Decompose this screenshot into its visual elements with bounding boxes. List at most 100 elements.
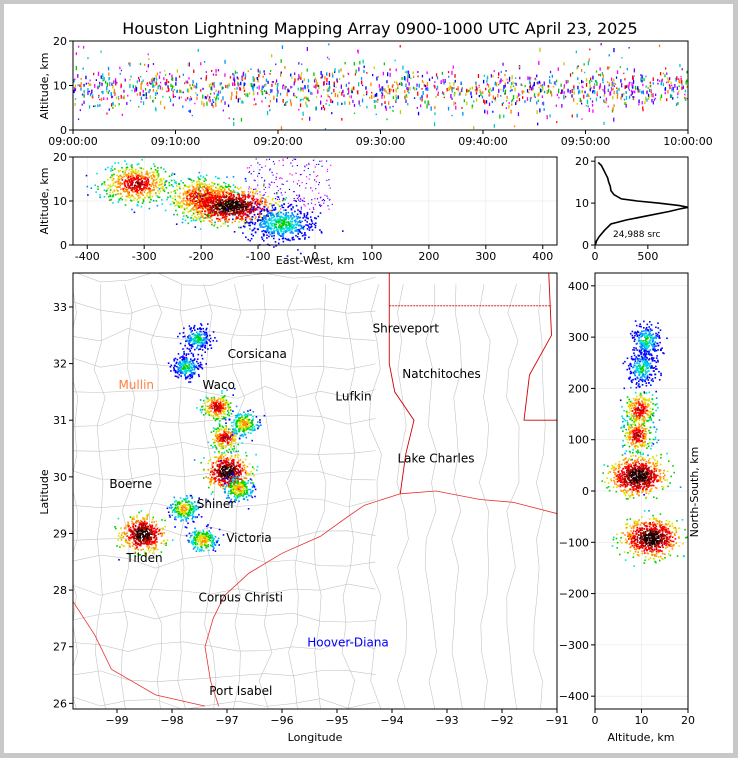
source-point xyxy=(581,118,583,120)
eastwest-source xyxy=(208,207,211,209)
eastwest-source xyxy=(203,185,206,188)
eastwest-source xyxy=(282,237,285,240)
eastwest-source xyxy=(202,207,204,210)
eastwest-source xyxy=(259,194,262,196)
source-point xyxy=(492,110,494,113)
eastwest-source xyxy=(209,191,212,194)
eastwest-source xyxy=(241,200,244,203)
eastwest-source xyxy=(259,202,261,204)
county-line xyxy=(73,288,79,709)
source-point xyxy=(353,86,355,91)
eastwest-source xyxy=(206,216,208,219)
source-point xyxy=(596,81,598,86)
source-point xyxy=(675,103,678,106)
eastwest-source xyxy=(130,172,133,175)
map-source xyxy=(133,538,135,540)
map-source xyxy=(136,537,139,539)
eastwest-source xyxy=(277,242,280,245)
eastwest-source xyxy=(208,200,210,202)
eastwest-source xyxy=(318,201,320,203)
eastwest-source xyxy=(107,187,109,190)
eastwest-source xyxy=(155,182,158,184)
eastwest-source xyxy=(236,187,239,189)
source-point xyxy=(675,77,677,82)
eastwest-source xyxy=(177,205,180,207)
map-source xyxy=(118,559,120,561)
source-point xyxy=(479,89,481,93)
source-point xyxy=(490,74,492,78)
source-point xyxy=(418,83,420,88)
eastwest-source xyxy=(229,199,232,202)
eastwest-source xyxy=(297,216,300,218)
map-source xyxy=(132,525,134,527)
eastwest-source xyxy=(243,213,246,216)
eastwest-source xyxy=(281,204,283,207)
eastwest-source xyxy=(238,211,241,213)
source-point xyxy=(142,93,144,97)
eastwest-source xyxy=(126,177,129,180)
source-point xyxy=(153,85,155,88)
source-point xyxy=(473,100,475,103)
source-point xyxy=(612,83,614,86)
map-source xyxy=(139,519,142,522)
eastwest-source xyxy=(241,191,244,194)
source-point xyxy=(549,70,552,74)
source-point xyxy=(140,75,142,78)
eastwest-source xyxy=(217,220,220,223)
county-line xyxy=(478,284,491,709)
eastwest-source xyxy=(271,222,274,225)
eastwest-source xyxy=(212,193,214,195)
source-point xyxy=(77,118,80,121)
source-point xyxy=(232,72,234,76)
source-point xyxy=(678,79,680,83)
source-point xyxy=(182,73,184,76)
eastwest-source xyxy=(250,208,252,211)
source-point xyxy=(371,95,373,99)
eastwest-source xyxy=(277,233,280,236)
eastwest-source xyxy=(242,203,245,206)
eastwest-source xyxy=(265,225,267,227)
eastwest-source xyxy=(219,207,221,209)
eastwest-source xyxy=(236,201,238,203)
source-point xyxy=(536,101,538,105)
eastwest-source xyxy=(206,188,208,191)
eastwest-source xyxy=(218,190,221,193)
source-point xyxy=(561,90,563,94)
eastwest-source xyxy=(224,204,227,206)
source-point xyxy=(539,108,541,113)
source-point xyxy=(388,101,390,105)
source-point xyxy=(222,86,224,90)
eastwest-source xyxy=(201,187,203,189)
eastwest-source xyxy=(139,182,142,184)
source-point xyxy=(602,74,604,78)
source-point xyxy=(632,75,634,80)
eastwest-source xyxy=(221,185,224,187)
eastwest-source xyxy=(278,234,281,236)
eastwest-source xyxy=(295,215,298,218)
source-point xyxy=(85,75,87,80)
source-point xyxy=(180,90,182,93)
eastwest-source xyxy=(132,175,134,177)
source-point xyxy=(87,88,89,91)
eastwest-source xyxy=(129,175,132,178)
eastwest-source xyxy=(195,205,197,207)
source-point xyxy=(518,98,521,102)
eastwest-source xyxy=(293,158,295,160)
map-source xyxy=(147,514,149,516)
eastwest-source xyxy=(156,169,158,172)
map-source xyxy=(208,536,210,539)
map-source xyxy=(132,533,134,536)
eastwest-source xyxy=(149,201,151,203)
map-source xyxy=(165,544,167,546)
eastwest-source xyxy=(279,228,282,230)
source-point xyxy=(131,89,133,92)
source-point xyxy=(659,96,662,101)
eastwest-source xyxy=(317,174,319,177)
eastwest-source xyxy=(245,180,247,182)
eastwest-source xyxy=(292,206,294,209)
eastwest-source xyxy=(281,199,284,202)
source-point xyxy=(247,93,249,98)
eastwest-source xyxy=(202,217,205,219)
eastwest-source xyxy=(280,219,283,221)
source-point xyxy=(416,107,418,109)
